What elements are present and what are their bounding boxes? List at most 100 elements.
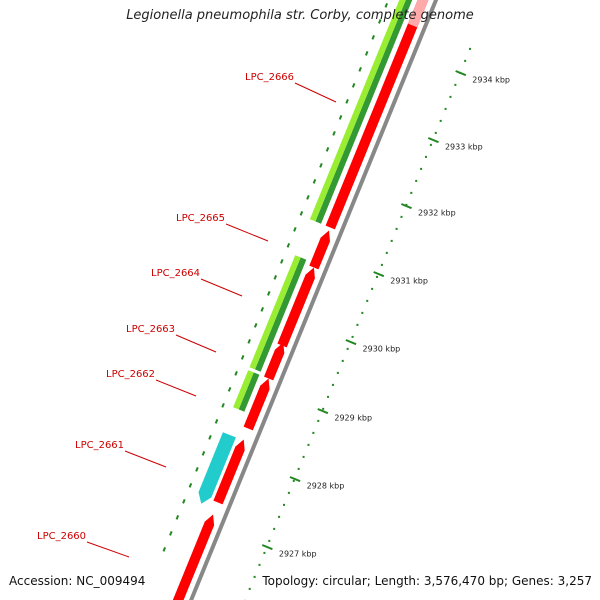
scale-dot [292, 479, 295, 482]
feature-dash [338, 114, 343, 120]
scale-tick-label: 2927 kbp [279, 550, 317, 559]
scale-dot [434, 131, 437, 134]
scale-dot [415, 179, 418, 182]
feature-dash [253, 322, 258, 328]
scale-dot [405, 203, 408, 206]
gene-label-lpc-2662: LPC_2662 [106, 369, 155, 380]
cds-reverse-arrow [172, 514, 215, 600]
scale-dot [331, 383, 334, 386]
scale-tick-label: 2933 kbp [445, 143, 483, 152]
scale-dot [395, 227, 398, 230]
feature-dash [195, 466, 199, 472]
scale-dot [322, 407, 325, 410]
cds-reverse-arrow [264, 342, 285, 381]
scale-dot [312, 431, 315, 434]
scale-dot [420, 167, 423, 170]
scale-dot [366, 299, 369, 302]
scale-dot [278, 515, 281, 518]
feature-dash [188, 482, 193, 488]
cds-reverse-arrow [325, 0, 429, 230]
backbone-line [189, 0, 439, 600]
feature-dash [162, 546, 167, 552]
scale-dot [400, 215, 403, 218]
genome-summary: Topology: circular; Length: 3,576,470 bp… [262, 574, 592, 588]
feature-dash [273, 274, 278, 280]
gene-label-lpc-2663: LPC_2663 [126, 324, 175, 335]
cds-reverse-arrow [309, 230, 330, 270]
scale-dot [371, 287, 374, 290]
scale-dot [282, 503, 285, 506]
cds-forward-inner [238, 372, 260, 412]
feature-dash [201, 450, 206, 456]
cds-reverse-arrow [243, 378, 270, 431]
gene-leader-line [175, 334, 217, 353]
feature-dash [325, 146, 330, 152]
feature-dash [240, 354, 245, 360]
scale-dot [380, 263, 383, 266]
scale-major-tick [261, 544, 273, 551]
scale-dot [253, 575, 256, 578]
feature-dash [234, 370, 238, 376]
feature-dash [319, 162, 323, 168]
feature-dash [364, 50, 369, 56]
scale-dot [346, 347, 349, 350]
scale-dot [351, 335, 354, 338]
scale-dot [439, 119, 442, 122]
gene-leader-line [225, 223, 269, 242]
accession-label: Accession: NC_009494 [9, 574, 146, 588]
scale-dot [424, 155, 427, 158]
label-layer: LPC_2666 LPC_2665 LPC_2664 LPC_2663 LPC_2662… [37, 72, 337, 558]
feature-dash [351, 82, 356, 88]
scale-major-tick [289, 476, 301, 483]
feature-dash [286, 242, 291, 248]
feature-dash [378, 18, 382, 24]
feature-dash [280, 258, 284, 264]
scale-dot [336, 371, 339, 374]
cds-reverse-arrow [277, 267, 315, 348]
cds-forward-inner [255, 257, 307, 372]
scale-dot [449, 95, 452, 98]
gene-leader-line [86, 541, 130, 558]
scale-dot [444, 107, 447, 110]
gene-label-lpc-2664: LPC_2664 [151, 268, 200, 279]
feature-dash [332, 130, 336, 136]
scale-dot [376, 275, 379, 278]
scale-tick-label: 2928 kbp [307, 482, 345, 491]
gene-leader-line [124, 450, 167, 468]
gene-label-lpc-2660: LPC_2660 [37, 531, 86, 542]
scale-major-tick [345, 339, 357, 346]
feature-dash [384, 2, 389, 8]
scale-dot [469, 47, 472, 50]
scale-dot [317, 419, 320, 422]
scale-tick-label: 2932 kbp [418, 209, 456, 218]
cds-forward-inner [315, 0, 413, 224]
cds-forward-outer [233, 370, 254, 410]
feature-dash [221, 402, 225, 408]
gene-label-lpc-2661: LPC_2661 [75, 440, 124, 451]
feature-dash [169, 530, 173, 536]
scale-dot [263, 551, 266, 554]
scale-major-tick [373, 271, 385, 278]
feature-dash [227, 386, 232, 392]
scale-dot [273, 527, 276, 530]
feature-dash [175, 514, 180, 520]
scale-dot [429, 143, 432, 146]
scale-dot [287, 491, 290, 494]
feature-dash [299, 210, 304, 216]
feature-layer [172, 0, 439, 600]
gene-leader-line [155, 379, 197, 397]
scale-dot [268, 539, 271, 542]
feature-dash [371, 34, 375, 40]
scale-dot [454, 83, 457, 86]
scale-major-tick [400, 203, 412, 210]
scale-dot [464, 59, 467, 62]
feature-dash [208, 434, 212, 440]
feature-dash [260, 306, 264, 312]
gene-label-lpc-2666: LPC_2666 [245, 72, 294, 83]
scale-dot [361, 311, 364, 314]
scale-dot [356, 323, 359, 326]
feature-dash [247, 338, 251, 344]
gene-leader-line [200, 278, 243, 297]
